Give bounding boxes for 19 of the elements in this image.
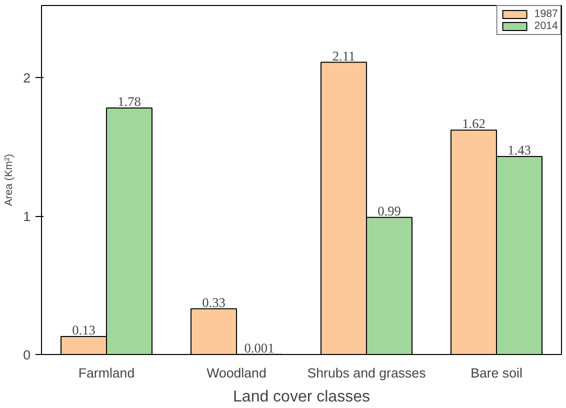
data-label: 1.78	[118, 94, 142, 109]
x-tick-label: Farmland	[78, 366, 135, 380]
y-axis-title: Area (Km²)	[3, 154, 16, 206]
x-tick-label: Bare soil	[470, 366, 522, 380]
legend-label: 2014	[534, 20, 558, 32]
legend-label: 1987	[534, 8, 558, 20]
data-label: 1.62	[462, 116, 486, 132]
data-label: 0.001	[244, 340, 274, 356]
y-tick-label: 0	[23, 348, 31, 362]
data-label: 2.11	[332, 48, 356, 64]
y-tick-label: 1	[23, 209, 31, 224]
data-label: 0.99	[378, 203, 402, 218]
data-label: 1.43	[508, 142, 532, 158]
x-axis-title: Land cover classes	[233, 388, 370, 406]
y-tick-label: 2	[23, 70, 31, 86]
x-tick-label: Shrubs and grasses	[307, 366, 426, 380]
data-label: 0.33	[202, 294, 226, 310]
data-label: 0.13	[72, 322, 96, 338]
x-tick-label: Woodland	[206, 366, 266, 380]
